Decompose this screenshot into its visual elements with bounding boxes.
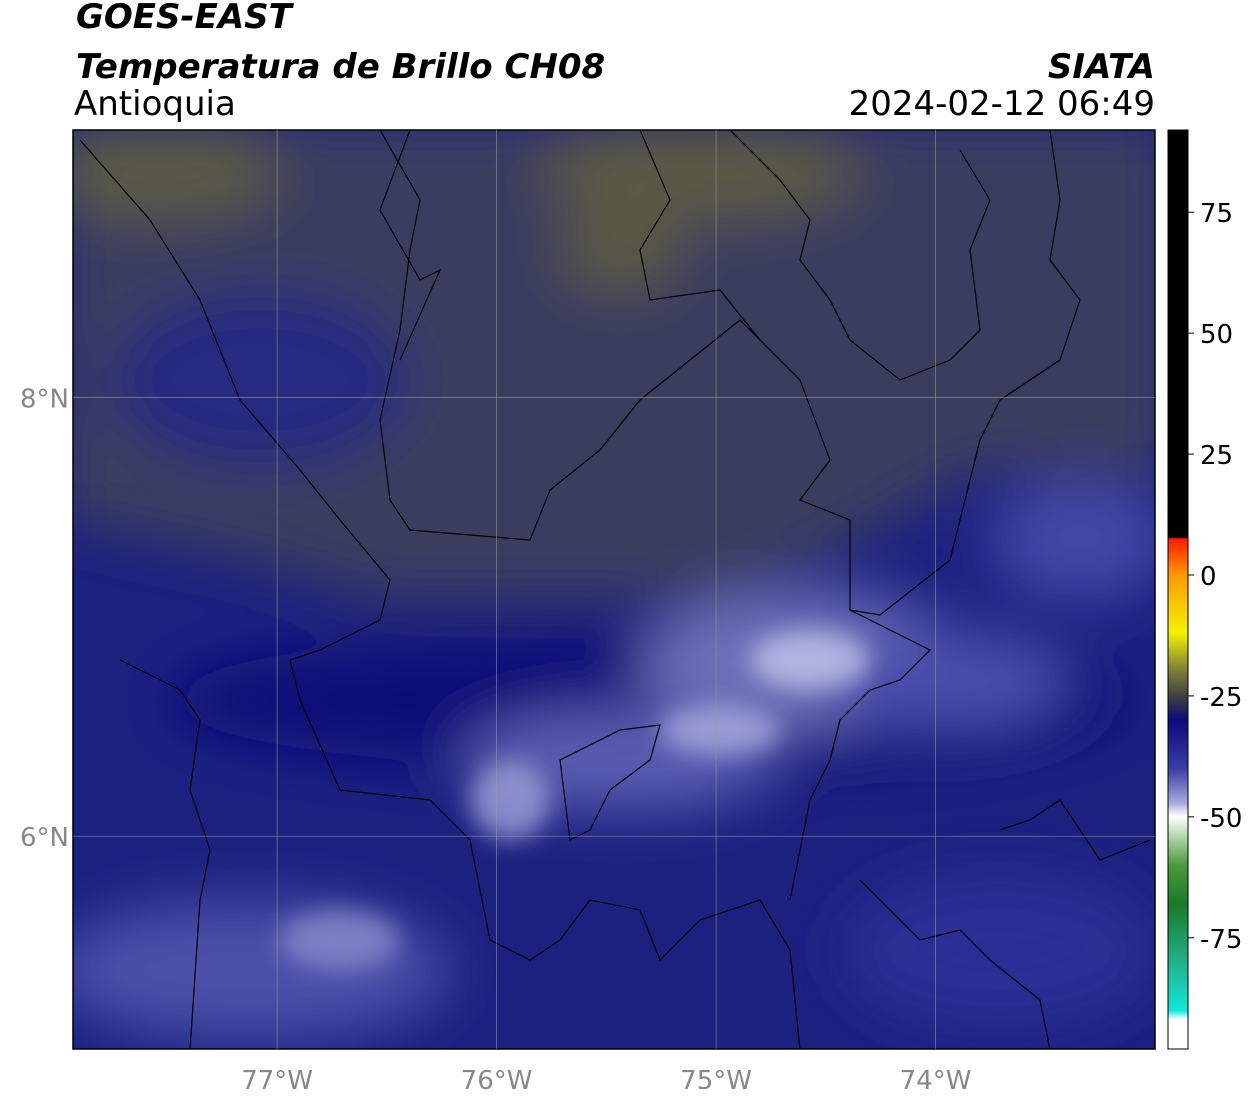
subtitle: Temperatura de Brillo CH08 (76, 47, 605, 87)
datetime: 2024-02-12 06:49 (849, 84, 1155, 124)
y-tick-label: 8°N (20, 385, 69, 415)
colorbar-tick-label: 25 (1200, 441, 1233, 471)
colorbar-tick-label: -25 (1200, 683, 1242, 713)
colorbar-tick-label: 75 (1200, 199, 1233, 229)
x-tick-label: 77°W (241, 1066, 313, 1096)
source: SIATA (1048, 47, 1155, 87)
satellite-image (73, 130, 1155, 1049)
colorbar-tick-label: -50 (1200, 804, 1242, 834)
x-tick-label: 76°W (461, 1066, 533, 1096)
y-tick-label: 6°N (20, 823, 69, 853)
region: Antioquia (74, 84, 236, 124)
colorbar-tick-label: 0 (1200, 562, 1217, 592)
x-tick-label: 75°W (680, 1066, 752, 1096)
colorbar-tick-label: -75 (1200, 925, 1242, 955)
colorbar-tick-label: 50 (1200, 320, 1233, 350)
title: GOES-EAST (76, 0, 295, 37)
x-tick-label: 74°W (900, 1066, 972, 1096)
map-frame (72, 129, 1156, 1050)
colorbar (1167, 129, 1189, 1050)
